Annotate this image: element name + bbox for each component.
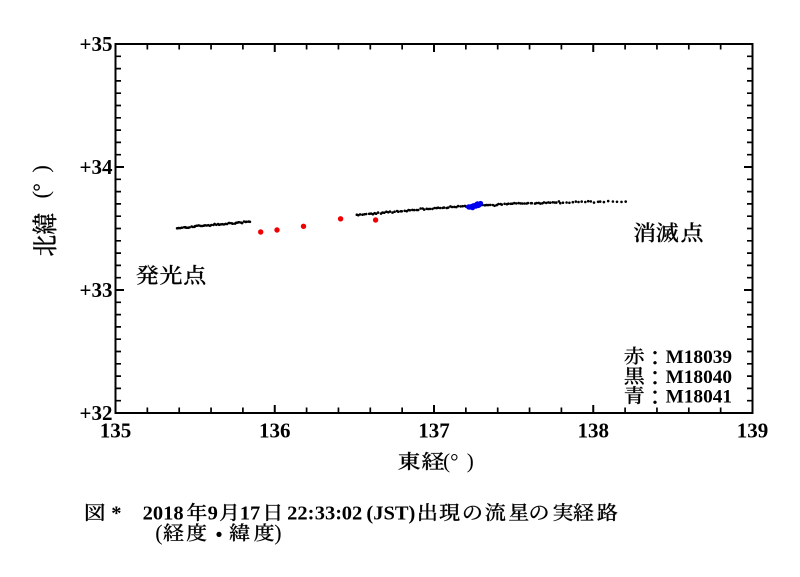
svg-text:33:: 33: — [315, 503, 342, 525]
svg-text:139: 139 — [737, 418, 769, 442]
svg-text:138: 138 — [577, 418, 609, 442]
svg-text:22:: 22: — [287, 503, 314, 525]
svg-text:(: ( — [155, 520, 162, 545]
svg-text:): ) — [29, 165, 54, 173]
svg-text:M18040: M18040 — [666, 367, 732, 388]
svg-text:*: * — [111, 503, 121, 525]
svg-text:+33: +33 — [80, 278, 113, 302]
svg-text:+34: +34 — [80, 155, 113, 179]
svg-text:02: 02 — [342, 503, 363, 525]
svg-text:+35: +35 — [80, 32, 113, 56]
svg-text:): ) — [274, 520, 281, 545]
svg-text:(JST): (JST) — [366, 503, 415, 525]
svg-text:): ) — [467, 449, 474, 473]
svg-text:(°: (° — [443, 449, 458, 473]
svg-text:9: 9 — [208, 503, 218, 525]
svg-text:136: 136 — [259, 418, 291, 442]
svg-text:+32: +32 — [80, 401, 113, 425]
svg-text:2018: 2018 — [143, 503, 184, 525]
svg-text:(: ( — [29, 191, 54, 199]
svg-text:M18039: M18039 — [666, 347, 732, 368]
svg-text:17: 17 — [240, 503, 261, 525]
svg-text:137: 137 — [418, 418, 450, 442]
svg-text:135: 135 — [100, 418, 132, 442]
svg-text:M18041: M18041 — [666, 387, 732, 408]
